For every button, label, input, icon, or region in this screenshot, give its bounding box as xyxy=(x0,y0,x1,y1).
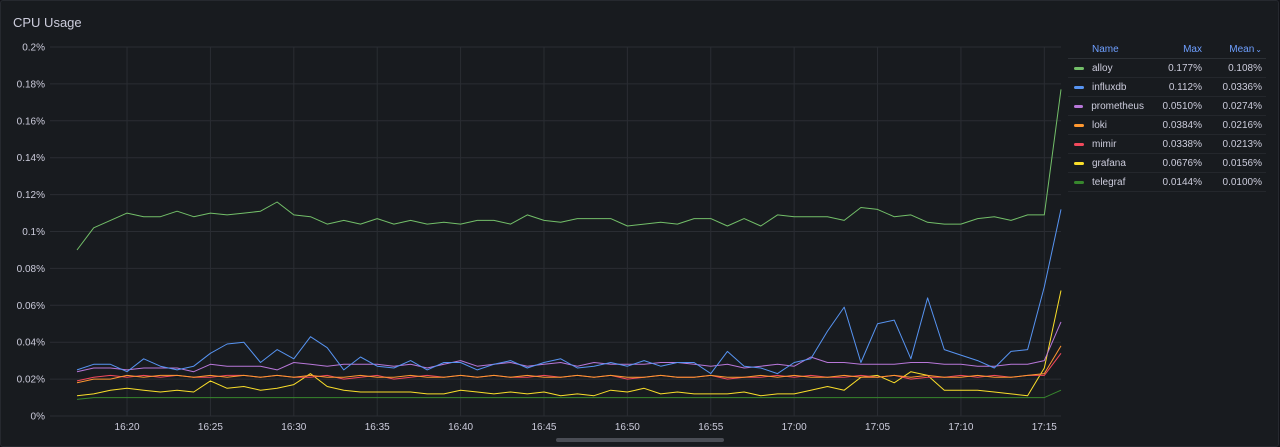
legend-swatch xyxy=(1074,161,1084,165)
legend-swatch xyxy=(1074,104,1084,108)
y-tick-label: 0.02% xyxy=(17,375,45,386)
legend-row-mimir[interactable]: mimir 0.0338% 0.0213% xyxy=(1068,135,1266,154)
x-tick-label: 17:15 xyxy=(1032,422,1057,433)
legend-max-value: 0.0338% xyxy=(1162,138,1202,150)
legend-mean-value: 0.0100% xyxy=(1222,176,1262,188)
series-line-prometheus[interactable] xyxy=(76,321,1062,373)
legend-row-prometheus[interactable]: prometheus 0.0510% 0.0274% xyxy=(1068,97,1266,116)
cpu-usage-chart[interactable]: 0% 0.02% 0.04% 0.06% 0.08% 0.1% 0.12% 0.14% 0.16… xyxy=(0,0,1066,440)
series-line-grafana[interactable] xyxy=(76,290,1062,397)
series-line-alloy[interactable] xyxy=(76,89,1062,251)
legend-row-influxdb[interactable]: influxdb 0.112% 0.0336% xyxy=(1068,78,1266,97)
legend-max-value: 0.0144% xyxy=(1162,176,1202,188)
legend-mean-value: 0.0216% xyxy=(1222,119,1262,131)
chevron-down-icon: ⌄ xyxy=(1255,44,1262,54)
series-line-loki[interactable] xyxy=(76,345,1062,384)
y-tick-label: 0% xyxy=(31,412,46,423)
series-line-telegraf[interactable] xyxy=(76,389,1062,400)
x-tick-label: 16:50 xyxy=(615,422,640,433)
y-tick-label: 0.2% xyxy=(22,43,45,54)
legend-header-name[interactable]: Name xyxy=(1092,43,1119,55)
legend-max-value: 0.0510% xyxy=(1162,100,1202,112)
x-tick-label: 16:20 xyxy=(115,422,140,433)
legend-series-name: alloy xyxy=(1092,62,1113,74)
x-tick-label: 16:40 xyxy=(448,422,473,433)
legend-mean-value: 0.0336% xyxy=(1222,81,1262,93)
legend-header: Name Max Mean⌄ xyxy=(1068,40,1266,59)
y-tick-label: 0.04% xyxy=(17,338,45,349)
y-tick-label: 0.18% xyxy=(17,79,45,90)
y-tick-label: 0.12% xyxy=(17,190,45,201)
legend-max-value: 0.177% xyxy=(1168,62,1202,74)
legend-series-name: influxdb xyxy=(1092,81,1127,93)
legend-mean-value: 0.108% xyxy=(1228,62,1262,74)
legend-row-telegraf[interactable]: telegraf 0.0144% 0.0100% xyxy=(1068,173,1266,192)
x-tick-label: 17:05 xyxy=(865,422,890,433)
legend-header-max[interactable]: Max xyxy=(1183,43,1202,55)
legend-swatch xyxy=(1074,123,1084,127)
x-tick-label: 16:25 xyxy=(198,422,223,433)
y-tick-label: 0.1% xyxy=(22,227,45,238)
legend-table: Name Max Mean⌄ alloy 0.177% 0.108% influxdb… xyxy=(1068,40,1266,192)
legend-max-value: 0.112% xyxy=(1168,81,1202,93)
legend-swatch xyxy=(1074,180,1084,184)
y-tick-label: 0.16% xyxy=(17,116,45,127)
legend-row-alloy[interactable]: alloy 0.177% 0.108% xyxy=(1068,59,1266,78)
horizontal-scrollbar[interactable] xyxy=(556,438,724,442)
series-line-influxdb[interactable] xyxy=(76,209,1062,375)
legend-header-mean[interactable]: Mean⌄ xyxy=(1229,43,1262,55)
legend-mean-value: 0.0156% xyxy=(1222,157,1262,169)
legend-series-name: loki xyxy=(1092,119,1108,131)
x-tick-label: 16:55 xyxy=(698,422,723,433)
legend-series-name: prometheus xyxy=(1091,100,1144,112)
legend-swatch xyxy=(1074,142,1084,146)
legend-max-value: 0.0676% xyxy=(1162,157,1202,169)
legend-swatch xyxy=(1074,85,1084,89)
legend-mean-value: 0.0274% xyxy=(1222,100,1262,112)
legend-row-loki[interactable]: loki 0.0384% 0.0216% xyxy=(1068,116,1266,135)
legend-series-name: telegraf xyxy=(1092,176,1126,188)
legend-mean-value: 0.0213% xyxy=(1222,138,1262,150)
y-tick-label: 0.14% xyxy=(17,153,45,164)
panel-title[interactable]: CPU Usage xyxy=(13,15,82,30)
x-tick-label: 16:30 xyxy=(281,422,306,433)
x-tick-label: 16:35 xyxy=(365,422,390,433)
legend-max-value: 0.0384% xyxy=(1162,119,1202,131)
y-tick-label: 0.08% xyxy=(17,264,45,275)
x-tick-label: 17:00 xyxy=(782,422,807,433)
x-tick-label: 16:45 xyxy=(531,422,556,433)
legend-row-grafana[interactable]: grafana 0.0676% 0.0156% xyxy=(1068,154,1266,173)
legend-series-name: mimir xyxy=(1092,138,1117,150)
legend-series-name: grafana xyxy=(1092,157,1126,169)
x-tick-label: 17:10 xyxy=(948,422,973,433)
y-tick-label: 0.06% xyxy=(17,301,45,312)
legend-swatch xyxy=(1074,66,1084,70)
